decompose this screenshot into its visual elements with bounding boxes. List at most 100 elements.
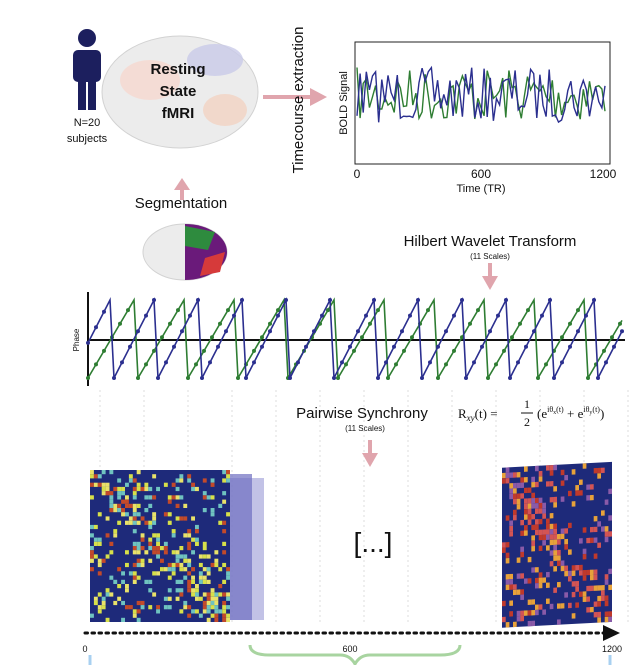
phase-dot <box>268 329 272 333</box>
matrix-cell <box>509 574 513 579</box>
phase-dot <box>86 341 90 345</box>
matrix-cell <box>102 491 106 495</box>
matrix-cell <box>109 491 113 495</box>
matrix-cell <box>183 554 187 558</box>
matrix-cell <box>183 576 187 580</box>
matrix-cell <box>561 480 565 485</box>
phase-dot <box>384 360 388 364</box>
matrix-cell <box>160 567 164 571</box>
matrix-cell <box>211 592 215 596</box>
matrix-cell <box>561 470 565 475</box>
phase-dot <box>364 314 368 318</box>
matrix-cell <box>539 503 543 508</box>
matrix-cell <box>214 618 218 622</box>
matrix-cell <box>125 504 129 508</box>
phase-dot <box>232 314 236 318</box>
phase-dot <box>436 376 440 380</box>
matrix-cell <box>528 599 532 604</box>
matrix-cell <box>222 491 226 495</box>
matrix-cell <box>575 485 579 490</box>
matrix-cell <box>199 571 203 575</box>
matrix-cell <box>156 554 160 558</box>
matrix-cell <box>222 614 226 618</box>
matrix-cell <box>594 516 598 521</box>
matrix-cell <box>203 542 207 546</box>
matrix-cell <box>168 597 172 601</box>
matrix-cell <box>168 500 172 504</box>
matrix-cell <box>179 563 183 567</box>
matrix-cell <box>502 542 506 547</box>
matrix-cell <box>183 601 187 605</box>
matrix-cell <box>594 553 598 558</box>
matrix-cell <box>524 578 528 583</box>
matrix-cell <box>528 509 532 514</box>
phase-dot <box>196 298 200 302</box>
phase-dot <box>168 322 172 326</box>
matrix-cell <box>572 469 576 474</box>
matrix-cell <box>195 487 199 491</box>
matrix-cell <box>152 512 156 516</box>
formula-part: ) <box>600 406 604 421</box>
matrix-cell <box>590 538 594 543</box>
phase-dot <box>508 376 512 380</box>
matrix-cell <box>539 471 543 476</box>
matrix-cell <box>137 550 141 554</box>
matrix-cell <box>199 580 203 584</box>
matrix-cell <box>539 572 543 577</box>
phase-dot <box>476 308 480 312</box>
matrix-cell <box>117 584 121 588</box>
matrix-cell <box>564 528 568 533</box>
matrix-cell <box>187 542 191 546</box>
phase-dot <box>416 298 420 302</box>
phase-dot <box>260 345 264 349</box>
matrix-cell <box>517 493 521 498</box>
phase-dot <box>544 362 548 366</box>
matrix-cell <box>160 546 164 550</box>
matrix-cell <box>176 563 180 567</box>
phase-dot <box>136 329 140 333</box>
matrix-cell <box>137 487 141 491</box>
matrix-cell <box>524 498 528 503</box>
matrix-cell <box>509 526 513 531</box>
matrix-cell <box>129 605 133 609</box>
matrix-cell <box>226 605 230 609</box>
matrix-cell <box>109 504 113 508</box>
matrix-cell <box>179 478 183 482</box>
phase-dot <box>560 360 564 364</box>
phase-dot <box>320 314 324 318</box>
matrix-cell <box>137 601 141 605</box>
matrix-cell <box>513 622 517 627</box>
matrix-cell <box>137 576 141 580</box>
formula-part: (e <box>537 406 547 421</box>
matrix-cell <box>129 571 133 575</box>
matrix-cell <box>550 470 554 475</box>
matrix-cell <box>564 571 568 576</box>
matrix-cell <box>550 513 554 518</box>
matrix-cell <box>509 520 513 525</box>
matrix-cell <box>141 538 145 542</box>
phase-dot <box>340 360 344 364</box>
phase-dot <box>436 345 440 349</box>
matrix-cell <box>90 533 94 537</box>
matrix-cell <box>168 563 172 567</box>
phase-dot <box>444 362 448 366</box>
matrix-cell <box>608 617 612 622</box>
matrix-cell <box>129 478 133 482</box>
matrix-cell <box>152 495 156 499</box>
matrix-cell <box>535 466 539 471</box>
matrix-cell <box>195 597 199 601</box>
matrix-cell <box>520 595 524 600</box>
matrix-cell <box>98 538 102 542</box>
phase-dot <box>576 308 580 312</box>
ellipsis: [...] <box>354 527 393 558</box>
matrix-cell <box>594 601 598 606</box>
matrix-cell <box>517 557 521 562</box>
matrix-cell <box>168 567 172 571</box>
matrix-cell <box>90 614 94 618</box>
matrix-cell <box>218 521 222 525</box>
matrix-cell <box>524 514 528 519</box>
matrix-cell <box>506 515 510 520</box>
formula-part: 1 <box>524 397 530 411</box>
matrix-cell <box>542 535 546 540</box>
matrix-cell <box>117 508 121 512</box>
